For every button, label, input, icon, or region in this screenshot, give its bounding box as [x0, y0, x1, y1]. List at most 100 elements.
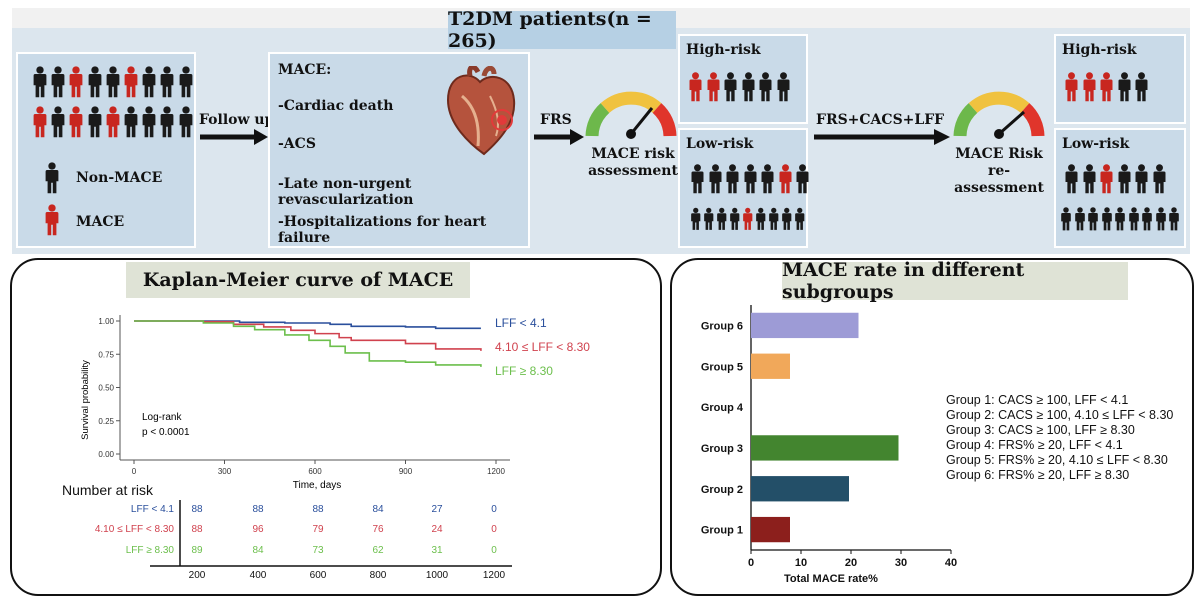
heart-icon: [446, 66, 516, 156]
non-mace-person-icon: [33, 66, 47, 98]
risk-row-value: 0: [491, 545, 497, 556]
legend-group-2: Group 2: CACS ≥ 100, 4.10 ≤ LFF < 8.30: [946, 408, 1174, 422]
risk-row-value: 84: [252, 545, 264, 556]
mace-person-icon: [106, 106, 120, 138]
non-mace-person-icon: [179, 106, 192, 138]
bar-x-tick-label: 30: [895, 557, 907, 569]
non-mace-person-icon: [709, 164, 721, 194]
non-mace-person-icon: [1128, 207, 1139, 231]
km-y-tick-label: 0.75: [98, 350, 114, 359]
non-mace-person-icon: [756, 207, 766, 230]
risk-reassessment-line-1: MACE Risk: [955, 146, 1043, 162]
mace-label: MACE: [76, 214, 125, 230]
legend-group-1: Group 1: CACS ≥ 100, LFF < 4.1: [946, 393, 1129, 407]
workflow-band: [12, 28, 1190, 254]
subgroup-legend: Group 1: CACS ≥ 100, LFF < 4.1 Group 2: …: [946, 393, 1173, 483]
risk-row-value: 79: [312, 524, 324, 535]
km-y-tick-label: 0.00: [98, 450, 114, 459]
km-x-tick-label: 300: [218, 467, 232, 476]
risk-reassessment-label: MACE Risk re-assessment: [944, 146, 1054, 197]
non-mace-person-icon: [795, 207, 805, 230]
mace-person-icon: [33, 106, 47, 138]
non-mace-person-icon: [691, 207, 701, 230]
risk-reassessment-line-2: re-assessment: [954, 163, 1044, 196]
bar-category-label: Group 1: [701, 525, 743, 537]
non-mace-person-icon: [142, 106, 156, 138]
mace-item: -Late non-urgent revascularization: [278, 176, 414, 208]
km-y-tick-label: 0.50: [98, 384, 114, 393]
risk-x-tick-label: 600: [309, 570, 327, 581]
mace-person-icon: [69, 66, 83, 98]
km-chart: Survival probability Time, days Log-rank…: [80, 315, 590, 491]
km-x-tick-label: 600: [308, 467, 322, 476]
mace-person-icon: [707, 72, 719, 102]
legend-group-3: Group 3: CACS ≥ 100, LFF ≥ 8.30: [946, 423, 1135, 437]
combo-high-risk-panel: High-risk: [1054, 34, 1186, 124]
risk-row-value: 88: [252, 504, 264, 515]
non-mace-person-icon: [1142, 207, 1152, 231]
mace-item: -ACS: [278, 136, 316, 152]
non-mace-person-icon: [704, 207, 714, 230]
risk-table-axes: [150, 500, 512, 567]
risk-row-value: 76: [372, 524, 384, 535]
frs-low-risk-panel: Low-risk: [678, 128, 810, 248]
risk-row-value: 0: [491, 524, 497, 535]
high-risk-label: High-risk: [1062, 42, 1137, 58]
non-mace-person-icon: [45, 162, 59, 194]
risk-x-tick-label: 400: [249, 570, 267, 581]
follow-up-arrow-icon: [200, 129, 268, 145]
bar: [751, 312, 859, 339]
non-mace-person-icon: [160, 106, 174, 138]
non-mace-person-icon: [782, 207, 792, 230]
bar-x-tick-label: 0: [748, 557, 754, 569]
risk-row-label: LFF < 4.1: [130, 504, 174, 515]
mace-person-icon: [45, 204, 59, 236]
risk-row-label: 4.10 ≤ LFF < 8.30: [94, 524, 174, 535]
low-risk-people-row-1: [1064, 162, 1167, 196]
risk-row-value: 62: [372, 545, 384, 556]
km-curve-label: 4.10 ≤ LFF < 8.30: [495, 340, 590, 354]
combo-low-risk-panel: Low-risk: [1054, 128, 1186, 248]
risk-row-value: 27: [431, 504, 443, 515]
mace-definition-panel: MACE: -Cardiac death -ACS -Late non-urge…: [268, 52, 530, 248]
non-mace-person-icon: [742, 72, 754, 102]
population-row-2: [32, 104, 194, 140]
frs-arrow-icon: [534, 129, 584, 145]
risk-assessment-label: MACE risk assessment: [578, 146, 688, 180]
risk-row-label: LFF ≥ 8.30: [125, 545, 174, 556]
risk-reassessment-gauge-icon: [953, 91, 1045, 139]
mace-person-icon: [779, 164, 791, 194]
non-mace-person-icon: [730, 207, 740, 230]
non-mace-person-icon: [1115, 207, 1125, 231]
bar: [751, 476, 849, 502]
km-curve: [134, 320, 482, 351]
legend-group-5: Group 5: FRS% ≥ 20, 4.10 ≤ LFF < 8.30: [946, 453, 1168, 467]
km-section-title: Kaplan-Meier curve of MACE: [126, 262, 470, 298]
km-x-tick-label: 1200: [487, 467, 505, 476]
non-mace-person-icon: [106, 66, 120, 98]
risk-assessment-line-2: assessment: [588, 163, 678, 179]
mace-person-icon: [44, 202, 60, 238]
non-mace-person-icon: [160, 66, 174, 98]
km-pvalue-label: p < 0.0001: [142, 427, 190, 438]
non-mace-person-icon: [51, 106, 65, 138]
non-mace-person-icon: [1153, 164, 1165, 194]
bar: [751, 353, 790, 379]
bar-x-tick-label: 40: [945, 557, 957, 569]
risk-assessment-line-1: MACE risk: [591, 146, 675, 162]
non-mace-person-icon: [1155, 207, 1166, 231]
low-risk-people-row-1: [690, 162, 810, 196]
km-y-label: Survival probability: [80, 360, 91, 440]
high-risk-people: [688, 70, 791, 104]
non-mace-person-icon: [761, 164, 774, 194]
low-risk-people-row-2: [690, 202, 806, 236]
risk-row-value: 88: [191, 524, 203, 535]
bar-x-tick-label: 20: [845, 557, 857, 569]
risk-x-tick-label: 200: [188, 570, 206, 581]
mace-person-icon: [1083, 72, 1095, 102]
population-panel: Non-MACE MACE: [16, 52, 196, 248]
bar-category-label: Group 5: [701, 361, 743, 373]
non-mace-person-icon: [1101, 207, 1112, 231]
legend-group-4: Group 4: FRS% ≥ 20, LFF < 4.1: [946, 438, 1123, 452]
bar: [751, 516, 790, 543]
